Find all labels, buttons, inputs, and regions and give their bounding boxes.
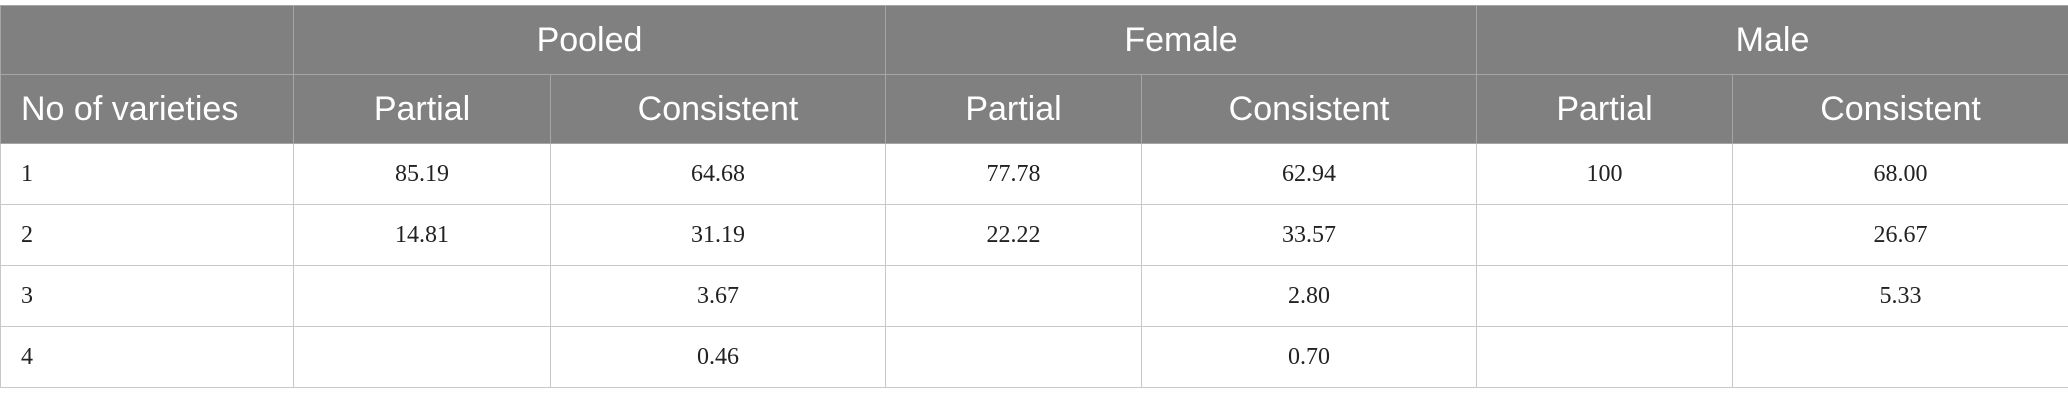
- table-cell: 26.67: [1731, 204, 2068, 266]
- table-cell: 0.46: [550, 326, 886, 388]
- table-cell: [885, 326, 1142, 388]
- table-cell: [1476, 265, 1733, 327]
- column-header: Consistent: [550, 74, 886, 144]
- table-cell: 3: [0, 265, 294, 327]
- table-cell: 14.81: [293, 204, 551, 266]
- table-row: 4 0.46 0.70: [0, 326, 2068, 388]
- column-header: Consistent: [1731, 74, 2068, 144]
- table-cell: 1: [0, 143, 294, 205]
- table-cell: 5.33: [1731, 265, 2068, 327]
- group-header: Female: [885, 5, 1477, 75]
- table-row: 1 85.19 64.68 77.78 62.94 100 68.00: [0, 143, 2068, 205]
- table-row: 3 3.67 2.80 5.33: [0, 265, 2068, 327]
- group-header: Pooled: [293, 5, 886, 75]
- table-cell: [293, 326, 551, 388]
- table-cell: 62.94: [1141, 143, 1477, 205]
- table-cell: 22.22: [885, 204, 1142, 266]
- group-header: Male: [1475, 5, 2068, 75]
- table-cell: [293, 265, 551, 327]
- table-cell: 68.00: [1731, 143, 2068, 205]
- table-cell: 2.80: [1141, 265, 1477, 327]
- column-header: Partial: [885, 74, 1142, 144]
- column-header: Partial: [293, 74, 551, 144]
- table-head: Pooled Female Male No of varieties Partial C…: [0, 5, 2068, 144]
- table-cell: 4: [0, 326, 294, 388]
- table-cell: 0.70: [1141, 326, 1477, 388]
- table-cell: 3.67: [550, 265, 886, 327]
- table-cell: [1731, 326, 2068, 388]
- corner-cell: [0, 5, 294, 75]
- table-cell: 33.57: [1141, 204, 1477, 266]
- table-cell: 77.78: [885, 143, 1142, 205]
- table-cell: 31.19: [550, 204, 886, 266]
- table-cell: [1476, 326, 1733, 388]
- table-cell: 85.19: [293, 143, 551, 205]
- column-header: No of varieties: [0, 74, 294, 144]
- table-cell: [1476, 204, 1733, 266]
- table-cell: [885, 265, 1142, 327]
- group-header-row: Pooled Female Male: [0, 5, 2068, 75]
- table-cell: 2: [0, 204, 294, 266]
- table-cell: 100: [1476, 143, 1733, 205]
- data-table: Pooled Female Male No of varieties Partial C…: [0, 5, 2068, 388]
- column-header-row: No of varieties Partial Consistent Partial C…: [0, 74, 2068, 144]
- column-header: Partial: [1476, 74, 1733, 144]
- table-row: 2 14.81 31.19 22.22 33.57 26.67: [0, 204, 2068, 266]
- table-cell: 64.68: [550, 143, 886, 205]
- table-body: 1 85.19 64.68 77.78 62.94 100 68.00 2 14.81 31.19…: [0, 143, 2068, 388]
- column-header: Consistent: [1141, 74, 1477, 144]
